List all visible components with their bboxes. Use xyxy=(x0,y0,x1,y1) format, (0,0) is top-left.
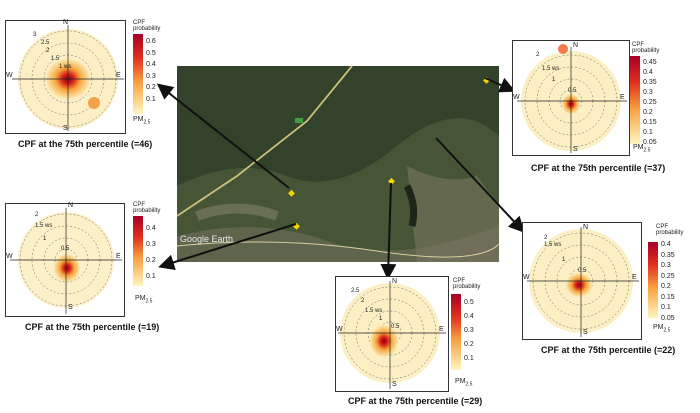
arrow-to-tr xyxy=(484,77,516,93)
colorbar-ticks: 0.45 0.4 0.35 0.3 0.25 0.2 0.15 0.1 0.05 xyxy=(643,59,657,146)
location-pin-icon: ⬥ xyxy=(293,221,300,232)
ring-label: 1 ws xyxy=(59,64,72,70)
ring-label: 2 xyxy=(544,235,548,241)
ring-label: 0.5 xyxy=(568,88,577,94)
colorbar xyxy=(648,242,658,318)
colorbar-title: CPF probability xyxy=(133,20,161,32)
west-label: W xyxy=(513,94,520,101)
colorbar xyxy=(133,34,143,114)
ring-label: 1.5 xyxy=(51,56,60,62)
pm-label: PM2.5 xyxy=(135,295,153,305)
ring-label: 1 xyxy=(43,236,47,242)
caption-br: CPF at the 75th percentile (=22) xyxy=(541,345,676,355)
ring-label: 1.5 ws xyxy=(35,223,53,229)
south-label: S xyxy=(583,329,588,336)
map-terrain xyxy=(177,66,499,262)
ring-label: 1 xyxy=(379,316,383,322)
pm-label: PM2.5 xyxy=(653,324,671,334)
colorbar-ticks: 0.5 0.4 0.3 0.2 0.1 xyxy=(464,299,474,362)
polar-plot-br: N S W E 2 1.5 ws 1 0.5 CPF probability 0.… xyxy=(522,222,692,342)
east-label: E xyxy=(632,274,637,281)
east-label: E xyxy=(116,72,121,79)
arrow-to-bc xyxy=(380,182,397,280)
location-pin-icon: ⬥ xyxy=(288,188,295,199)
east-label: E xyxy=(116,253,121,260)
pm-label: PM2.5 xyxy=(133,116,151,126)
north-label: N xyxy=(63,19,69,26)
colorbar-ticks: 0.4 0.35 0.3 0.25 0.2 0.15 0.1 0.05 xyxy=(661,241,675,322)
pm-label: PM2.5 xyxy=(455,378,473,388)
satellite-map: Google Earth ⬥ ⬥ ⬥ ⬥ xyxy=(177,66,499,262)
map-watermark: Google Earth xyxy=(180,234,234,244)
south-label: S xyxy=(573,146,578,153)
polar-plot-tr: N S W E 2 1.5 ws 1 0.5 CPF probability 0.… xyxy=(512,40,662,160)
colorbar-ticks: 0.4 0.3 0.2 0.1 xyxy=(146,225,156,280)
ring-label: 2 xyxy=(536,52,540,58)
colorbar xyxy=(133,216,143,286)
road-marker-icon xyxy=(295,118,303,123)
ring-label: 1.5 ws xyxy=(542,66,560,72)
arrow-to-br xyxy=(435,137,525,233)
polar-plot-tl: N S W E 3 2.5 2 1.5 1 ws CPF probability … xyxy=(5,19,161,150)
north-label: N xyxy=(573,42,579,49)
ring-label: 1 xyxy=(552,77,556,83)
ring-label: 2.5 xyxy=(351,288,360,294)
north-label: N xyxy=(583,224,589,231)
south-label: S xyxy=(63,125,68,132)
colorbar-ticks: 0.6 0.5 0.4 0.3 0.2 0.1 xyxy=(146,38,156,103)
polar-plot-bc: N S W E 2.5 2 1.5 ws 1 0.5 CPF probabilit… xyxy=(335,276,485,392)
colorbar-title: CPF probability xyxy=(453,278,481,290)
ring-label: 2 xyxy=(46,48,50,54)
ring-label: 1.5 ws xyxy=(365,308,383,314)
west-label: W xyxy=(523,274,530,281)
polar-plot-ml: N S W E 2 1.5 ws 1 0.5 CPF probability 0.… xyxy=(5,198,170,317)
ring-label: 2.5 xyxy=(41,40,50,46)
location-pin-icon: ⬥ xyxy=(483,75,490,86)
polar-chart xyxy=(335,276,449,392)
south-label: S xyxy=(68,304,73,311)
ring-label: 2 xyxy=(35,212,39,218)
colorbar-title: CPF probability xyxy=(133,202,161,214)
ring-label: 1 xyxy=(562,257,566,263)
polar-chart xyxy=(512,40,630,156)
location-pin-icon: ⬥ xyxy=(388,176,395,187)
colorbar-title: CPF probability xyxy=(656,224,684,236)
caption-bc: CPF at the 75th percentile (=29) xyxy=(348,396,483,406)
arrow-to-tl xyxy=(156,83,290,189)
east-label: E xyxy=(620,94,625,101)
ring-label: 0.5 xyxy=(578,268,587,274)
west-label: W xyxy=(6,253,13,260)
ring-label: 1.5 ws xyxy=(544,242,562,248)
east-label: E xyxy=(439,326,444,333)
caption-tr: CPF at the 75th percentile (=37) xyxy=(531,163,666,173)
colorbar xyxy=(630,56,640,144)
south-label: S xyxy=(392,381,397,388)
north-label: N xyxy=(68,202,74,209)
ring-label: 0.5 xyxy=(61,246,70,252)
ring-label: 2 xyxy=(361,298,365,304)
pm-label: PM2.5 xyxy=(633,144,651,154)
caption-tl: CPF at the 75th percentile (=46) xyxy=(18,139,153,149)
colorbar-title: CPF probability xyxy=(632,42,660,54)
polar-chart xyxy=(5,20,126,134)
highway-road xyxy=(177,66,353,217)
colorbar xyxy=(451,294,461,370)
arrow-to-ml xyxy=(158,223,297,271)
polar-chart xyxy=(522,222,642,340)
polar-chart xyxy=(5,203,125,317)
north-label: N xyxy=(392,278,398,285)
ring-label: 0.5 xyxy=(391,324,400,330)
caption-ml: CPF at the 75th percentile (=19) xyxy=(25,322,160,332)
ring-label: 3 xyxy=(33,32,37,38)
west-label: W xyxy=(336,326,343,333)
west-label: W xyxy=(6,72,13,79)
